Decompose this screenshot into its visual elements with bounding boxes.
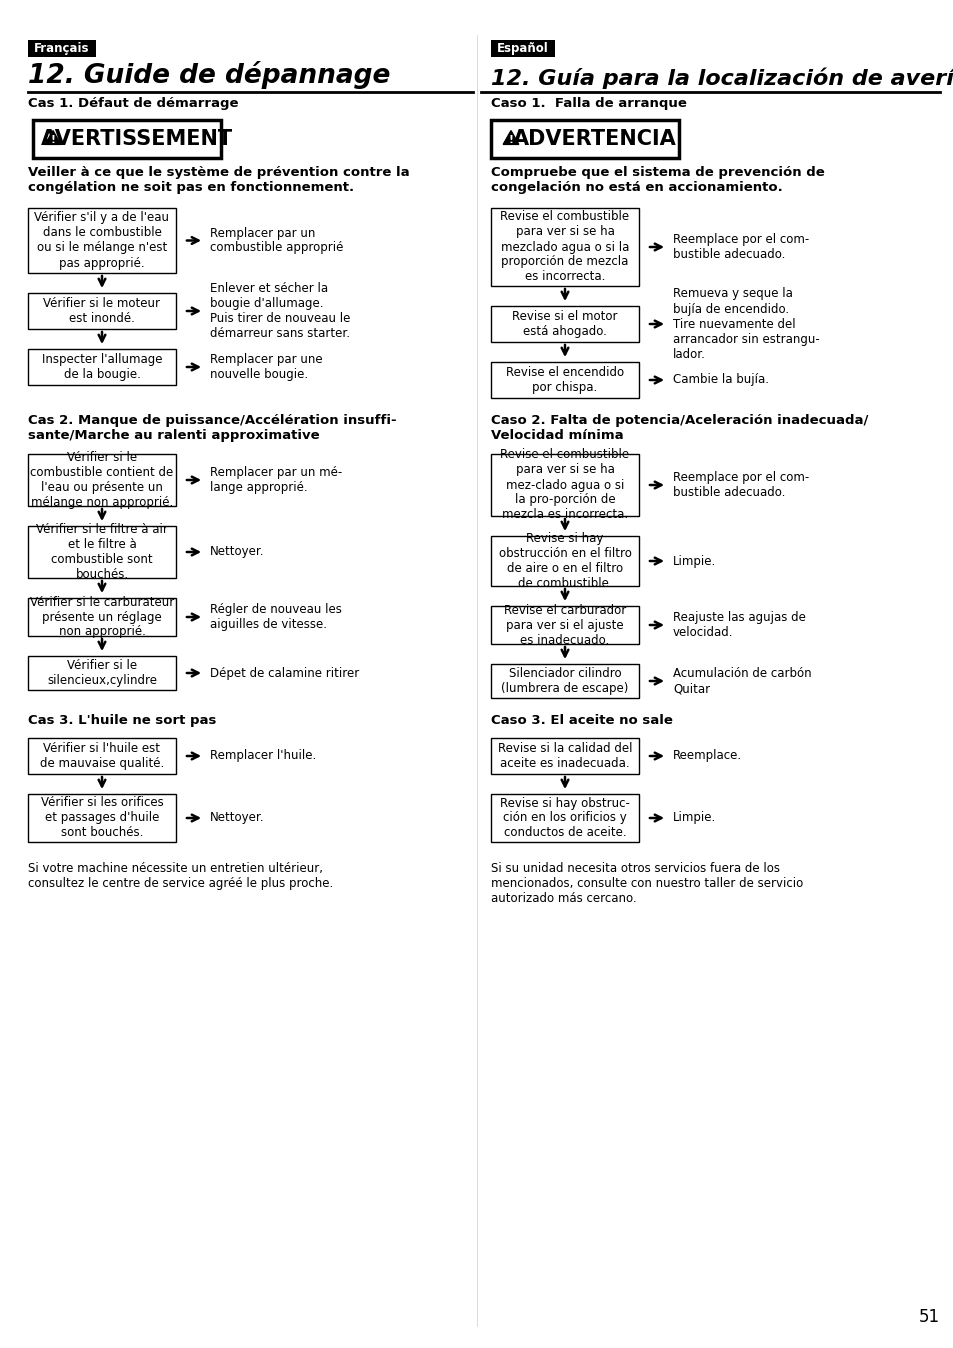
Bar [28, 599, 175, 636]
Text: !: ! [508, 135, 513, 144]
Text: Vérifier si le moteur
est inondé.: Vérifier si le moteur est inondé. [44, 297, 160, 325]
Text: AVERTISSEMENT: AVERTISSEMENT [41, 129, 233, 150]
Text: Remplacer par une
nouvelle bougie.: Remplacer par une nouvelle bougie. [210, 353, 322, 381]
Text: Remplacer par un
combustible approprié: Remplacer par un combustible approprié [210, 226, 343, 255]
Bar [491, 363, 639, 398]
Bar [491, 537, 639, 586]
Text: Remplacer l'huile.: Remplacer l'huile. [210, 749, 315, 763]
Text: Revise si hay
obstrucción en el filtro
de aire o en el filtro
de combustible.: Revise si hay obstrucción en el filtro d… [498, 532, 631, 590]
Text: Nettoyer.: Nettoyer. [210, 546, 264, 558]
Text: 51: 51 [918, 1308, 939, 1326]
Text: Dépet de calamine ritirer: Dépet de calamine ritirer [210, 666, 359, 679]
Text: Vérifier si le
combustible contient de
l'eau ou présente un
mélange non appropri: Vérifier si le combustible contient de l… [30, 452, 173, 510]
Text: Si su unidad necesita otros servicios fuera de los
mencionados, consulte con nue: Si su unidad necesita otros servicios fu… [491, 861, 802, 905]
Text: 12. Guía para la localización de averías: 12. Guía para la localización de averías [491, 67, 953, 89]
Text: !: ! [51, 135, 55, 144]
Bar [28, 293, 175, 329]
Bar [491, 40, 555, 57]
Text: Remplacer par un mé-
lange approprié.: Remplacer par un mé- lange approprié. [210, 466, 342, 493]
Text: Revise el encendido
por chispa.: Revise el encendido por chispa. [505, 367, 623, 394]
Bar [491, 120, 679, 158]
Text: Reemplace por el com-
bustible adecuado.: Reemplace por el com- bustible adecuado. [672, 470, 808, 499]
Bar [491, 208, 639, 286]
Bar [28, 526, 175, 578]
Text: Régler de nouveau les
aiguilles de vitesse.: Régler de nouveau les aiguilles de vites… [210, 603, 341, 631]
Bar [491, 454, 639, 516]
Text: Reemplace.: Reemplace. [672, 749, 741, 763]
Text: Limpie.: Limpie. [672, 554, 716, 568]
Text: Revise el carburador
para ver si el ajuste
es inadecuado.: Revise el carburador para ver si el ajus… [503, 604, 625, 647]
Bar [491, 794, 639, 842]
Text: Cambie la bujía.: Cambie la bujía. [672, 373, 768, 387]
Text: Revise el combustible
para ver si se ha
mez-clado agua o si
la pro-porción de
me: Revise el combustible para ver si se ha … [500, 449, 629, 522]
Text: Vérifier si le carburateur
présente un réglage
non approprié.: Vérifier si le carburateur présente un r… [30, 596, 174, 639]
Text: Nettoyer.: Nettoyer. [210, 811, 264, 825]
Text: Limpie.: Limpie. [672, 811, 716, 825]
Bar [28, 656, 175, 690]
Text: Caso 1.  Falla de arranque: Caso 1. Falla de arranque [491, 97, 686, 111]
Text: Cas 1. Défaut de démarrage: Cas 1. Défaut de démarrage [28, 97, 238, 111]
Bar [491, 737, 639, 774]
Bar [491, 607, 639, 644]
Text: Vérifier s'il y a de l'eau
dans le combustible
ou si le mélange n'est
pas approp: Vérifier s'il y a de l'eau dans le combu… [34, 212, 170, 270]
Text: Cas 3. L'huile ne sort pas: Cas 3. L'huile ne sort pas [28, 714, 216, 727]
Bar [491, 665, 639, 698]
Text: Français: Français [34, 42, 90, 55]
Text: Vérifier si le
silencieux,cylindre: Vérifier si le silencieux,cylindre [47, 659, 157, 687]
Polygon shape [502, 131, 518, 144]
Text: Acumulación de carbón
Quitar: Acumulación de carbón Quitar [672, 667, 811, 696]
Text: Si votre machine nécessite un entretien ultérieur,
consultez le centre de servic: Si votre machine nécessite un entretien … [28, 861, 333, 890]
Text: Vérifier si l'huile est
de mauvaise qualité.: Vérifier si l'huile est de mauvaise qual… [40, 741, 164, 770]
Text: Enlever et sécher la
bougie d'allumage.
Puis tirer de nouveau le
démarreur sans : Enlever et sécher la bougie d'allumage. … [210, 282, 350, 340]
Bar [28, 349, 175, 386]
Text: Compruebe que el sistema de prevención de
congelación no está en accionamiento.: Compruebe que el sistema de prevención d… [491, 166, 824, 194]
Text: Revise si el motor
está ahogado.: Revise si el motor está ahogado. [512, 310, 618, 338]
Text: Revise si hay obstruc-
ción en los orificios y
conductos de aceite.: Revise si hay obstruc- ción en los orifi… [499, 797, 629, 840]
Bar [28, 794, 175, 842]
Text: 12. Guide de dépannage: 12. Guide de dépannage [28, 61, 390, 89]
Text: Veiller à ce que le système de prévention contre la
congélation ne soit pas en f: Veiller à ce que le système de préventio… [28, 166, 409, 194]
Text: Vérifier si les orifices
et passages d'huile
sont bouchés.: Vérifier si les orifices et passages d'h… [41, 797, 163, 840]
Text: ADVERTENCIA: ADVERTENCIA [513, 129, 677, 150]
Bar [28, 737, 175, 774]
Bar [28, 40, 96, 57]
Text: Reajuste las agujas de
velocidad.: Reajuste las agujas de velocidad. [672, 611, 805, 639]
Text: Cas 2. Manque de puissance/Accélération insuffi-
sante/Marche au ralenti approxi: Cas 2. Manque de puissance/Accélération … [28, 414, 396, 442]
Text: Caso 3. El aceite no sale: Caso 3. El aceite no sale [491, 714, 672, 727]
Bar [28, 208, 175, 274]
Text: Español: Español [497, 42, 548, 55]
Text: Silenciador cilindro
(lumbrera de escape): Silenciador cilindro (lumbrera de escape… [500, 667, 628, 696]
Text: Remueva y seque la
bujía de encendido.
Tire nuevamente del
arrancador sin estran: Remueva y seque la bujía de encendido. T… [672, 287, 819, 360]
Polygon shape [45, 131, 61, 144]
Bar [28, 454, 175, 506]
Text: Inspecter l'allumage
de la bougie.: Inspecter l'allumage de la bougie. [42, 353, 162, 381]
Text: Revise si la calidad del
aceite es inadecuada.: Revise si la calidad del aceite es inade… [497, 741, 632, 770]
Text: Reemplace por el com-
bustible adecuado.: Reemplace por el com- bustible adecuado. [672, 233, 808, 262]
Bar [33, 120, 221, 158]
Text: Caso 2. Falta de potencia/Aceleración inadecuada/
Velocidad mínima: Caso 2. Falta de potencia/Aceleración in… [491, 414, 867, 442]
Bar [491, 306, 639, 342]
Text: Revise el combustible
para ver si se ha
mezclado agua o si la
proporción de mezc: Revise el combustible para ver si se ha … [500, 210, 629, 283]
Text: Vérifier si le filtre à air
et le filtre à
combustible sont
bouchés.: Vérifier si le filtre à air et le filtre… [36, 523, 168, 581]
